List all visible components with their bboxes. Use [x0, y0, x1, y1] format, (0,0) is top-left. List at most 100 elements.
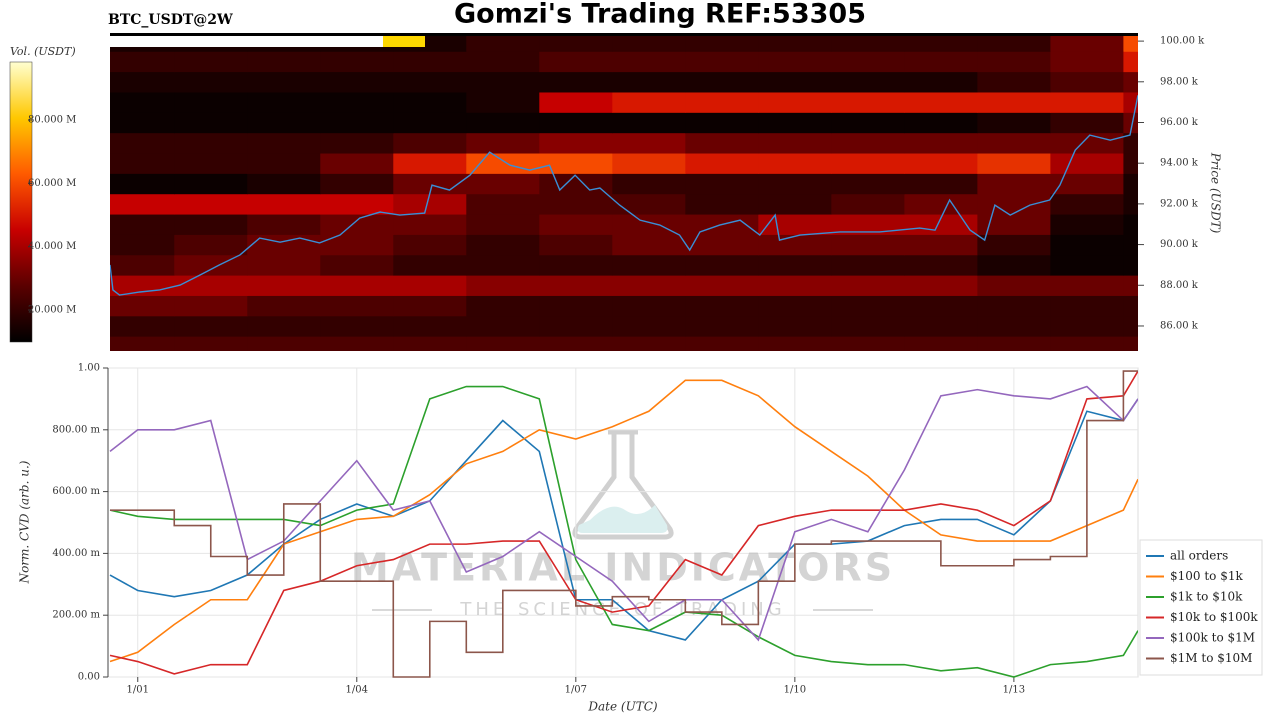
heat-cell [247, 254, 321, 276]
heat-cell [247, 214, 321, 235]
range-bar-cursor [383, 36, 425, 47]
heat-cell [110, 234, 175, 256]
heat-cell [977, 173, 1051, 195]
heat-cell [831, 214, 905, 235]
heat-cell [758, 132, 832, 154]
heat-cell [466, 214, 540, 235]
heat-cell [977, 91, 1051, 113]
heat-cell [685, 91, 759, 113]
heat-cell [174, 193, 248, 215]
y-tick-label: 86.00 k [1160, 320, 1199, 331]
heat-cell [539, 275, 613, 296]
heat-cell [612, 315, 686, 337]
y-tick-label: 400.00 m [52, 548, 100, 559]
heat-cell [977, 112, 1051, 134]
heat-cell [1050, 315, 1124, 337]
heat-cell [466, 254, 540, 276]
heat-cell [685, 132, 759, 154]
heat-cell [685, 315, 759, 337]
heat-cell [904, 234, 978, 256]
y-tick-label: 98.00 k [1160, 76, 1199, 87]
heat-cell [1050, 173, 1124, 195]
heat-cell [612, 234, 686, 256]
watermark-logo [372, 429, 873, 611]
heat-cell [393, 295, 467, 317]
legend-label: $100k to $1M [1170, 631, 1255, 645]
heat-cell [685, 234, 759, 256]
heat-cell [174, 315, 248, 337]
heat-cell [539, 35, 613, 52]
heat-cell [758, 275, 832, 296]
heat-cell [612, 336, 686, 351]
heat-cell [1123, 173, 1138, 195]
heat-cell [466, 234, 540, 256]
legend-label: $10k to $100k [1170, 610, 1258, 624]
heat-cell [904, 112, 978, 134]
heat-cell [685, 173, 759, 195]
heat-cell [977, 336, 1051, 351]
x-tick-label: 1/01 [127, 685, 149, 696]
x-tick-label: 1/10 [784, 685, 806, 696]
heat-cell [247, 91, 321, 113]
heat-cell [977, 234, 1051, 256]
heat-cell [110, 295, 175, 317]
heat-cell [685, 254, 759, 276]
heat-cell [758, 315, 832, 337]
y-tick-label: 96.00 k [1160, 117, 1199, 128]
watermark: THE SCIENCE OF TRADING [459, 599, 785, 620]
heat-cell [758, 336, 832, 351]
heat-cell [685, 51, 759, 73]
y-tick-label: 800.00 m [52, 424, 100, 435]
heat-cell [539, 254, 613, 276]
heat-cell [612, 112, 686, 134]
heat-cell [320, 193, 394, 215]
x-tick-label: 1/04 [346, 685, 368, 696]
heat-cell [612, 295, 686, 317]
heat-cell [612, 275, 686, 296]
heat-cell [685, 153, 759, 174]
heat-cell [466, 193, 540, 215]
heat-cell [174, 153, 248, 174]
heat-cell [831, 153, 905, 174]
heat-cell [1050, 91, 1124, 113]
heat-cell [1050, 51, 1124, 73]
heat-cell [612, 153, 686, 174]
heat-cell [758, 71, 832, 93]
x-axis-label: Date (UTC) [587, 700, 657, 714]
heat-cell [1123, 254, 1138, 276]
heat-cell [1050, 193, 1124, 215]
heat-cell [466, 315, 540, 337]
heat-cell [758, 112, 832, 134]
heat-cell [174, 112, 248, 134]
heat-cell [320, 173, 394, 195]
heat-cell [320, 112, 394, 134]
heat-cell [1050, 275, 1124, 296]
heat-cell [393, 153, 467, 174]
heat-cell [393, 214, 467, 235]
colorbar-tick-label: 60.000 M [28, 178, 76, 189]
heat-cell [831, 112, 905, 134]
heat-cell [977, 51, 1051, 73]
heat-cell [612, 254, 686, 276]
heat-cell [539, 315, 613, 337]
y-tick-label: 1.00 [78, 363, 100, 374]
heat-cell [393, 193, 467, 215]
legend-label: $100 to $1k [1170, 569, 1243, 583]
watermark: MATERIAL INDICATORS [351, 546, 895, 590]
y-tick-label: 92.00 k [1160, 198, 1199, 209]
heat-cell [110, 254, 175, 276]
heat-cell [904, 91, 978, 113]
heat-cell [393, 71, 467, 93]
heat-cell [174, 132, 248, 154]
heat-cell [831, 234, 905, 256]
heat-cell [758, 234, 832, 256]
heat-cell [110, 51, 175, 73]
x-tick-label: 1/07 [565, 685, 587, 696]
heat-cell [320, 275, 394, 296]
heat-cell [393, 51, 467, 73]
heat-cell [612, 51, 686, 73]
heat-cell [904, 153, 978, 174]
heat-cell [977, 295, 1051, 317]
heat-cell [110, 173, 175, 195]
heat-cell [110, 336, 175, 351]
